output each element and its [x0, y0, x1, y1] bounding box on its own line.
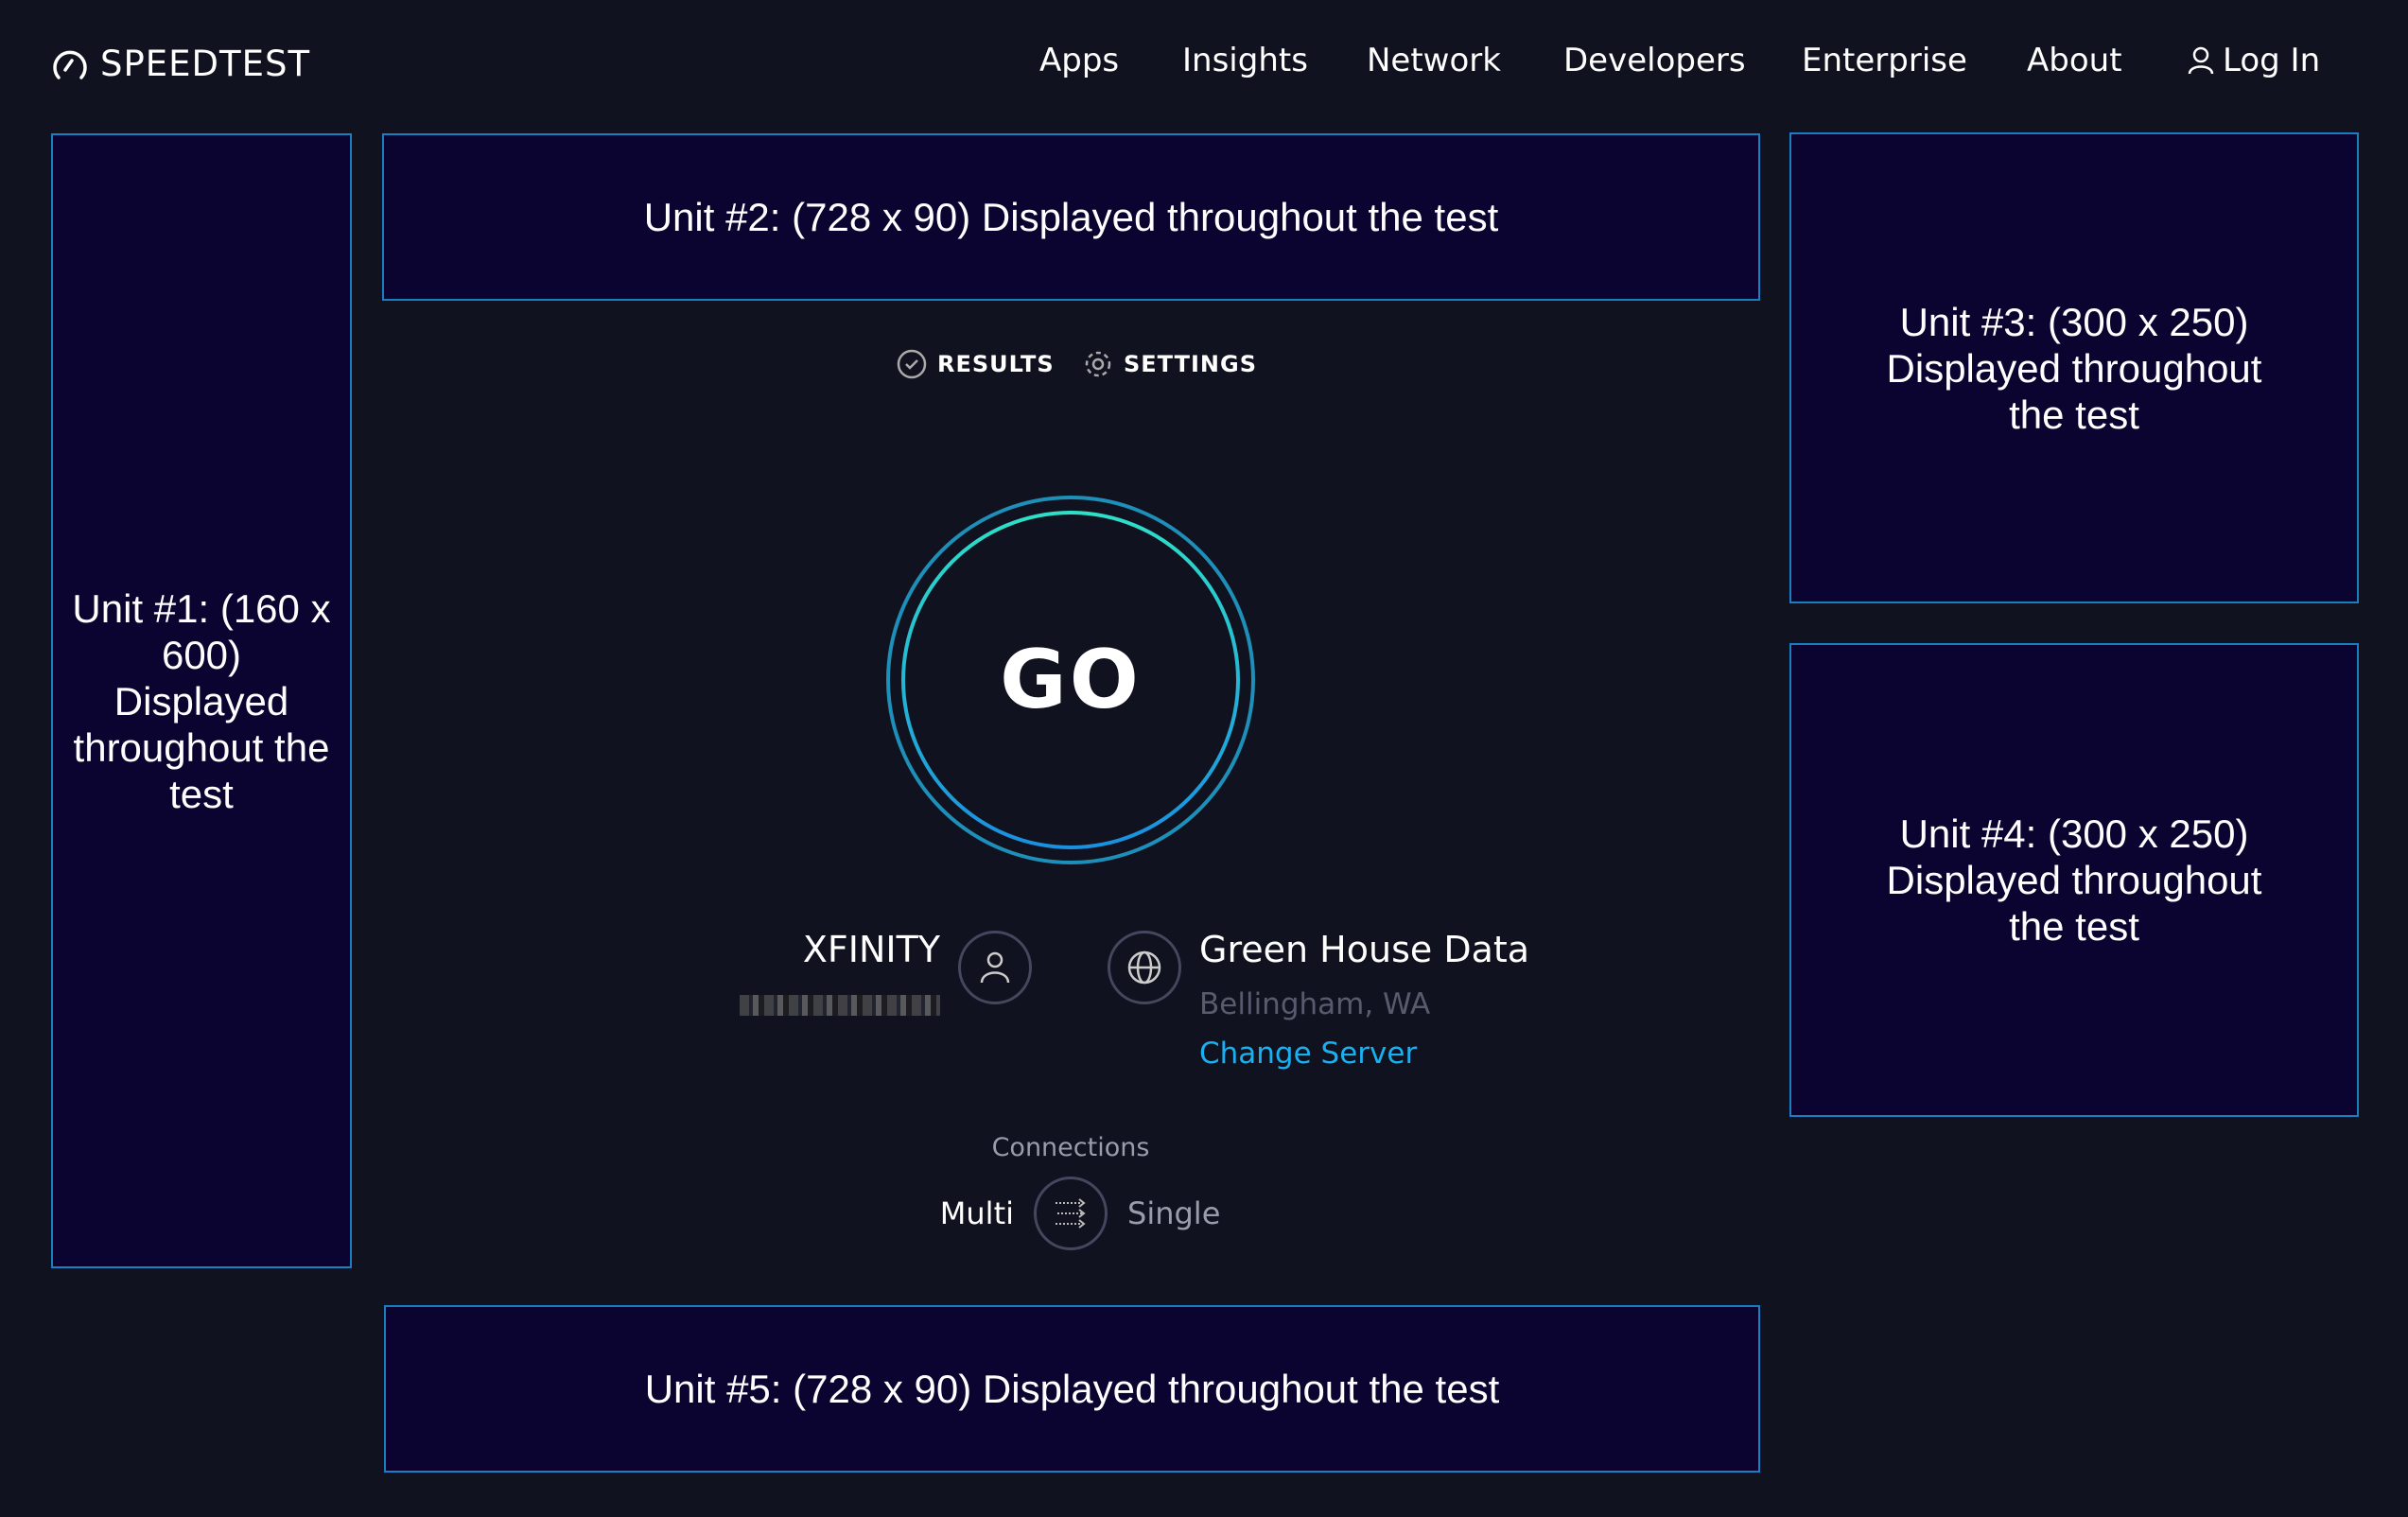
isp-name: XFINITY	[802, 929, 940, 970]
settings-label: SETTINGS	[1124, 351, 1257, 377]
connections-toggle[interactable]	[1034, 1177, 1108, 1250]
speedometer-icon	[53, 50, 87, 79]
redacted-ip	[740, 995, 940, 1016]
change-server-link[interactable]: Change Server	[1199, 1037, 1418, 1071]
gear-icon	[1085, 351, 1111, 377]
user-icon	[2188, 46, 2214, 75]
nav-about[interactable]: About	[2027, 42, 2122, 79]
go-button-ring	[886, 496, 1255, 864]
speedtest-logo[interactable]: SPEEDTEST	[51, 44, 310, 84]
login-link[interactable]: Log In	[2187, 42, 2320, 79]
server-location: Bellingham, WA	[1199, 987, 1431, 1021]
globe-icon	[1127, 950, 1161, 985]
server-button[interactable]	[1108, 931, 1181, 1004]
results-label: RESULTS	[937, 351, 1055, 377]
nav-developers[interactable]: Developers	[1563, 42, 1746, 79]
nav-apps[interactable]: Apps	[1039, 42, 1120, 79]
check-circle-icon	[897, 349, 927, 379]
isp-button[interactable]	[958, 931, 1032, 1004]
login-label: Log In	[2223, 42, 2321, 79]
multi-arrows-icon	[1056, 1198, 1086, 1229]
tab-settings[interactable]: SETTINGS	[1082, 348, 1257, 380]
ad-unit-3[interactable]: Unit #3: (300 x 250) Displayed throughou…	[1789, 132, 2359, 603]
nav-network[interactable]: Network	[1367, 42, 1501, 79]
ad-unit-5[interactable]: Unit #5: (728 x 90) Displayed throughout…	[384, 1305, 1760, 1473]
tab-results[interactable]: RESULTS	[896, 348, 1055, 380]
go-button[interactable]: GO	[901, 511, 1240, 849]
connections-single[interactable]: Single	[1127, 1195, 1221, 1231]
logo-text: SPEEDTEST	[100, 44, 311, 84]
ad-unit-1[interactable]: Unit #1: (160 x 600) Displayed throughou…	[51, 133, 352, 1268]
ad-unit-4[interactable]: Unit #4: (300 x 250) Displayed throughou…	[1789, 643, 2359, 1117]
connections-label: Connections	[991, 1133, 1150, 1162]
nav-insights[interactable]: Insights	[1182, 42, 1308, 79]
connections-multi[interactable]: Multi	[939, 1195, 1014, 1231]
ad-unit-2[interactable]: Unit #2: (728 x 90) Displayed throughout…	[382, 133, 1760, 301]
person-icon	[980, 951, 1010, 984]
nav-enterprise[interactable]: Enterprise	[1802, 42, 1967, 79]
server-name: Green House Data	[1199, 929, 1530, 970]
